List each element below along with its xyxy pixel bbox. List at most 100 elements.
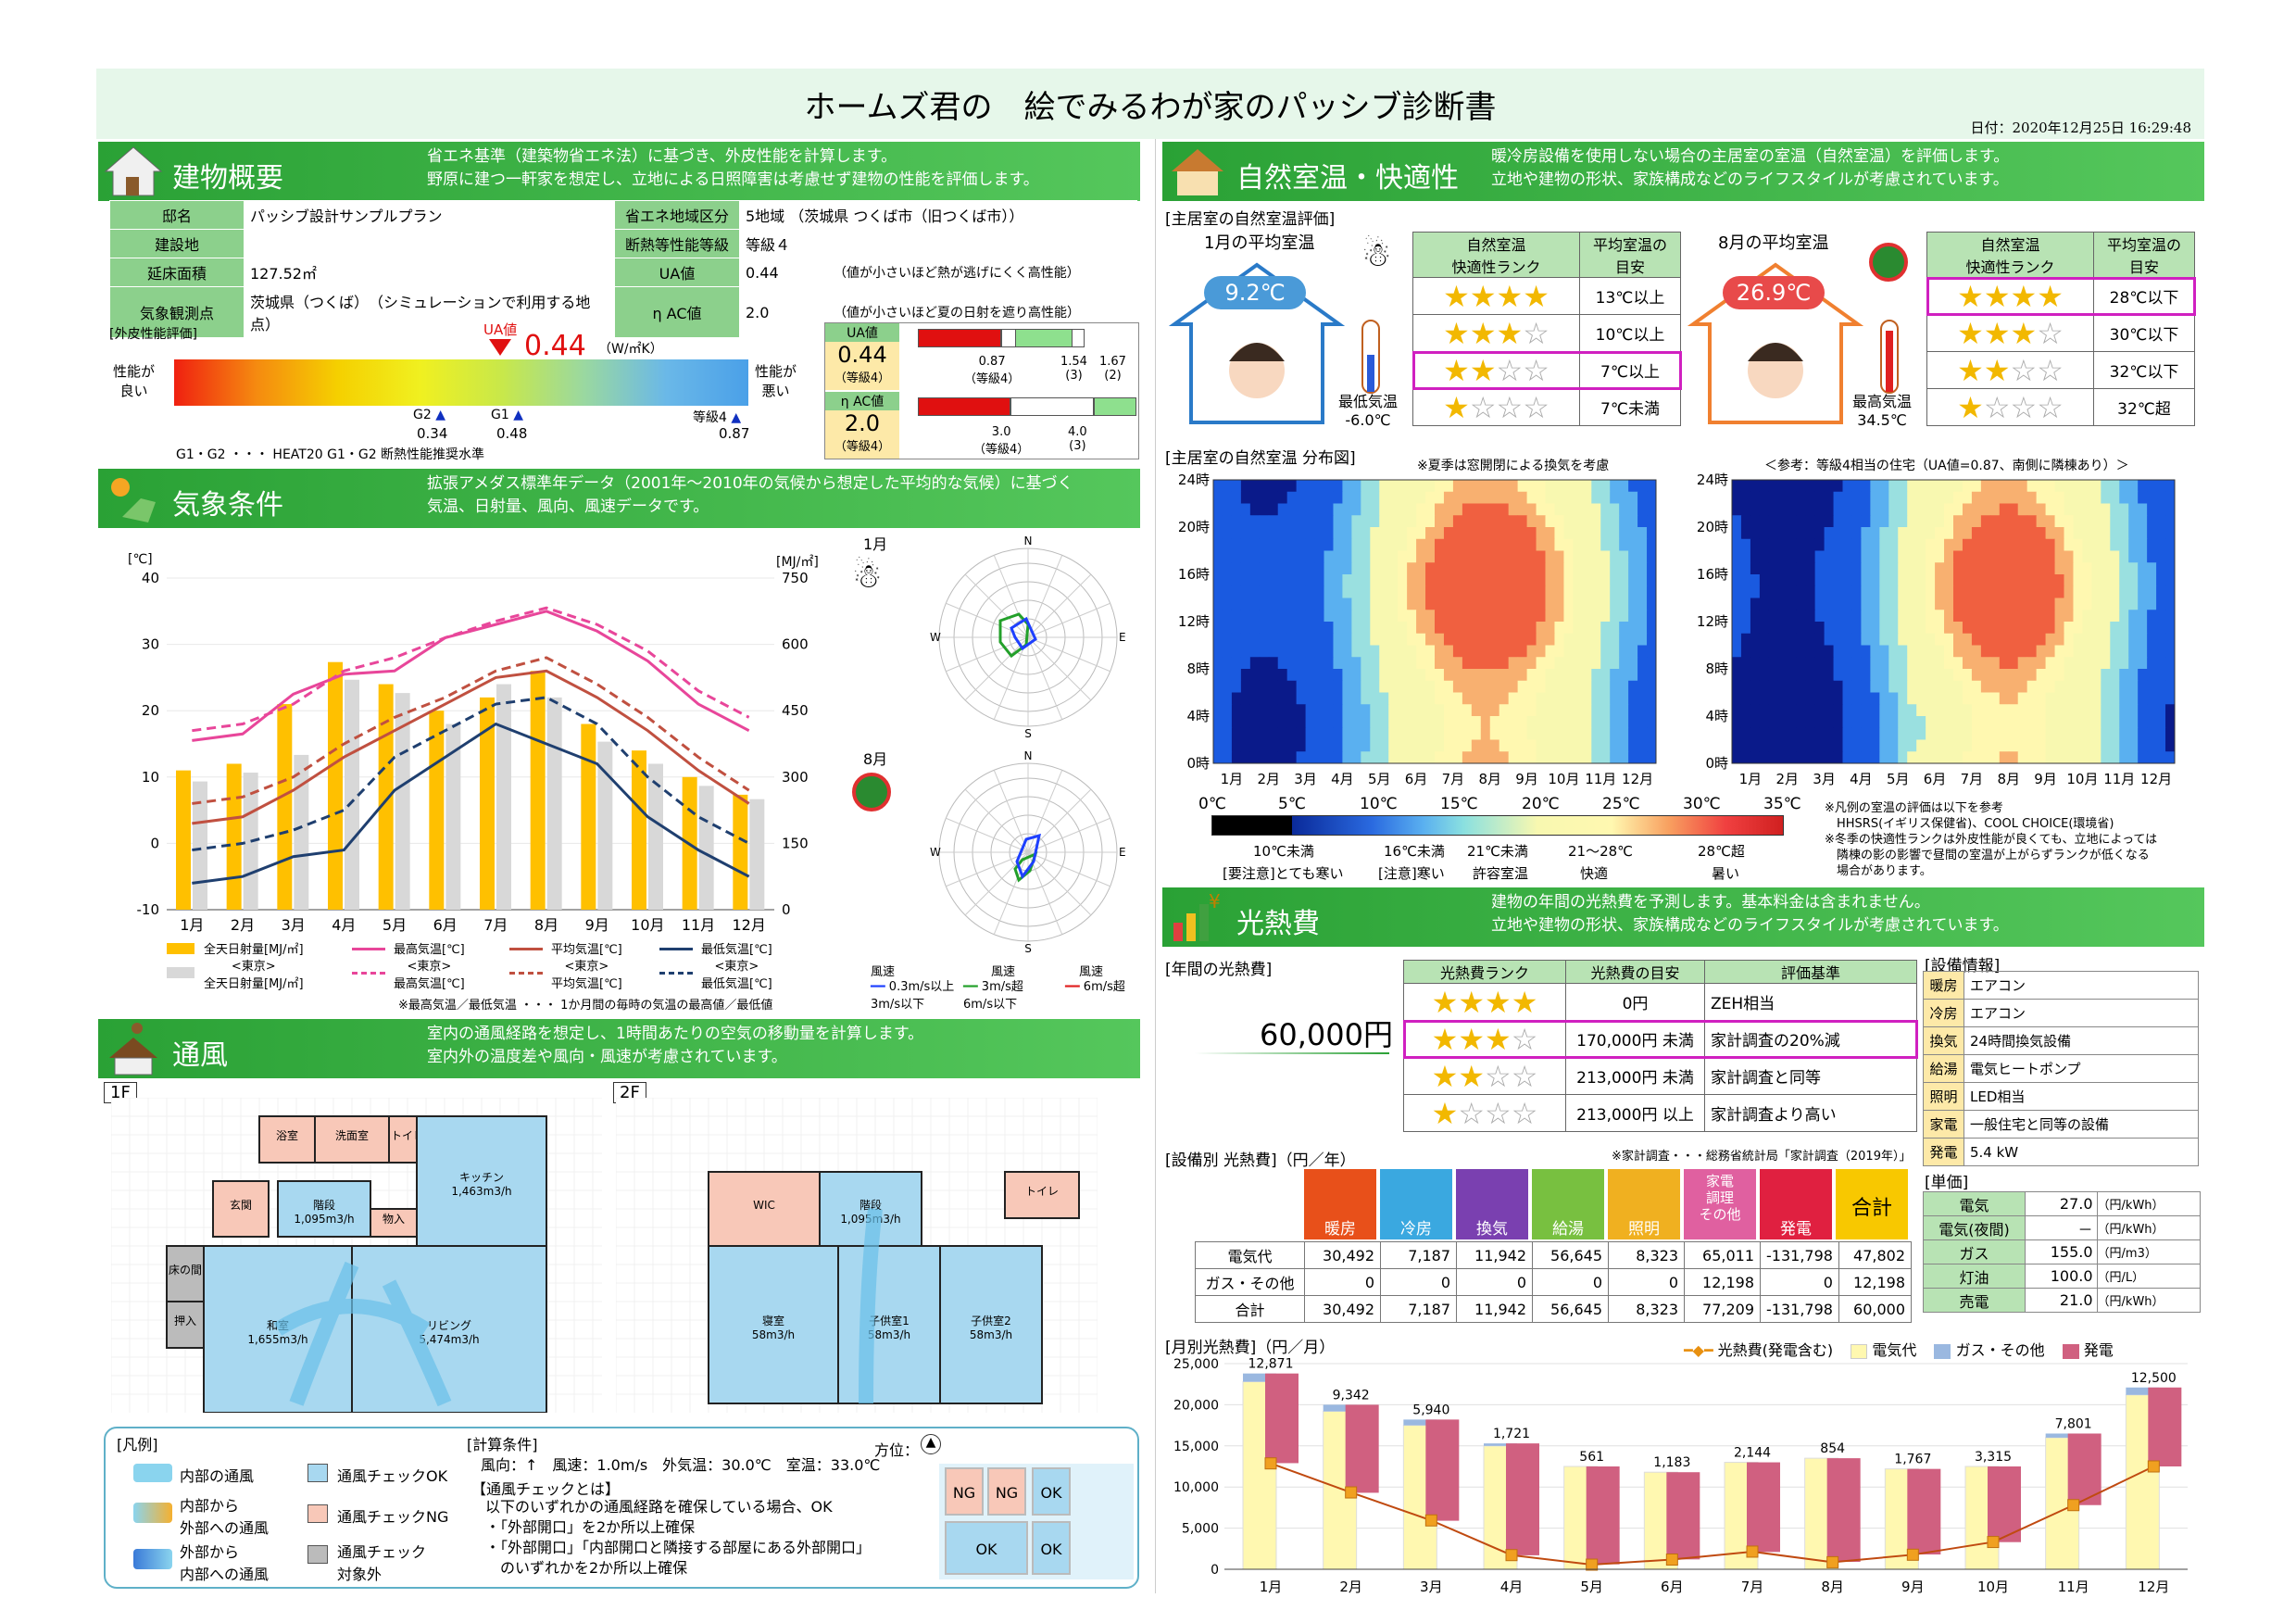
heat-cell: [1591, 645, 1601, 658]
heat-cell: [1759, 633, 1770, 646]
heat-cell: [1907, 657, 1917, 670]
heat-cell: [1600, 585, 1611, 598]
heat-cell: [1388, 680, 1399, 693]
heat-cell: [2036, 550, 2047, 563]
heat-cell: [1796, 657, 1807, 670]
scale-tick: 15℃: [1440, 795, 1478, 813]
heat-cell: [1582, 727, 1592, 740]
heat-cell: [1536, 645, 1546, 658]
heat-cell: [2082, 680, 2092, 693]
heat-cell: [1508, 585, 1519, 598]
heat-cell: [1833, 598, 1843, 610]
winter-val: 7℃未満: [1579, 388, 1681, 426]
heat-cell: [1759, 739, 1770, 752]
heat-cell: [1833, 704, 1843, 717]
heat-cell: [2073, 622, 2083, 635]
rose-spoke: [993, 770, 1029, 853]
heat-cell: [1879, 716, 1889, 729]
heat-cell: [1563, 610, 1574, 623]
temp-line: [192, 656, 750, 805]
heat-cell: [1962, 538, 1973, 551]
stars-2: ★★☆☆: [1926, 351, 2094, 389]
heat-cell: [2082, 704, 2092, 717]
rose-spoke: [1027, 817, 1110, 853]
heat-cell: [1240, 538, 1251, 551]
generation-bar: [1265, 1373, 1299, 1464]
heat-cell: [1268, 739, 1279, 752]
heat-cell: [2156, 680, 2166, 693]
heat-cell: [1277, 633, 1288, 646]
heat-cell: [1361, 739, 1371, 752]
room-label: 子供室1: [869, 1314, 910, 1327]
heat-cell: [1926, 527, 1936, 540]
heat-cell: [1870, 727, 1880, 740]
heat-cell: [2128, 574, 2139, 587]
heat-cell: [2101, 491, 2111, 504]
heat-cell: [2054, 491, 2064, 504]
heat-cell: [1833, 574, 1843, 587]
heat-cell: [1231, 704, 1242, 717]
heat-cell: [1268, 751, 1279, 764]
heat-cell: [2036, 491, 2047, 504]
heat-cell: [2073, 491, 2083, 504]
heat-cell: [1971, 633, 1982, 646]
heat-cell: [1861, 491, 1871, 504]
heat-cell: [1489, 574, 1500, 587]
heat-cell: [1647, 515, 1657, 528]
heat-cell: [1916, 669, 1926, 682]
heat-cell: [1980, 633, 1991, 646]
mlegend-item: 光熱費(発電含む): [1717, 1341, 1834, 1359]
heat-cell: [1213, 751, 1223, 764]
solar-bar-tokyo: [395, 693, 410, 910]
heat-cell: [1591, 657, 1601, 670]
heat-cell: [1637, 669, 1648, 682]
heat-cell: [1768, 574, 1779, 587]
heat-cell: [1554, 680, 1564, 693]
heat-cell: [2128, 645, 2139, 658]
heat-cell: [1286, 657, 1298, 670]
heat-cell: [1240, 585, 1251, 598]
heat-cell: [1573, 704, 1583, 717]
heat-cell: [1907, 633, 1917, 646]
heat-cell: [1907, 538, 1917, 551]
heat-cell: [1351, 585, 1361, 598]
heat-cell: [1249, 515, 1261, 528]
heat-cell: [1259, 610, 1270, 623]
heat-cell: [2156, 633, 2166, 646]
heat-cell: [1628, 669, 1638, 682]
heat-cell: [1935, 491, 1945, 504]
heat-cell: [1953, 480, 1964, 493]
heat-cell: [1517, 669, 1528, 682]
stars-3: ★★★☆: [1403, 1020, 1566, 1058]
check-title: 【通風チェックとは】: [471, 1480, 621, 1498]
heat-cell: [1471, 622, 1482, 635]
heat-cell: [1508, 633, 1519, 646]
heat-cell: [1286, 562, 1298, 575]
heat-cell: [1222, 538, 1233, 551]
heat-cell: [1398, 727, 1408, 740]
heat-cell: [1628, 680, 1638, 693]
heat-cell: [1388, 562, 1399, 575]
heat-cell: [2110, 491, 2120, 504]
x-tick: 11月: [682, 916, 715, 934]
heat-cell: [1980, 622, 1991, 635]
heat-cell: [1750, 727, 1761, 740]
unit-key: 電気: [1923, 1191, 2026, 1216]
heat-cell: [1489, 610, 1500, 623]
wind-legend-item: 6m/s超: [1083, 980, 1125, 994]
heat-cell: [2128, 716, 2139, 729]
heat-cell: [1926, 739, 1936, 752]
heat-cell: [1759, 515, 1770, 528]
heat-cell: [1805, 538, 1816, 551]
heat-cell: [1916, 727, 1926, 740]
room: [277, 1180, 371, 1238]
heat-cell: [1435, 739, 1445, 752]
heat-cell: [1324, 585, 1334, 598]
stars-2: ★★☆☆: [1403, 1057, 1566, 1095]
heat-cell: [1787, 657, 1798, 670]
cat-label2: 快適: [1580, 865, 1609, 882]
cell: 0: [1380, 1268, 1457, 1296]
heat-cell: [2064, 692, 2074, 705]
heat-cell: [1842, 704, 1852, 717]
heat-cell: [2073, 527, 2083, 540]
